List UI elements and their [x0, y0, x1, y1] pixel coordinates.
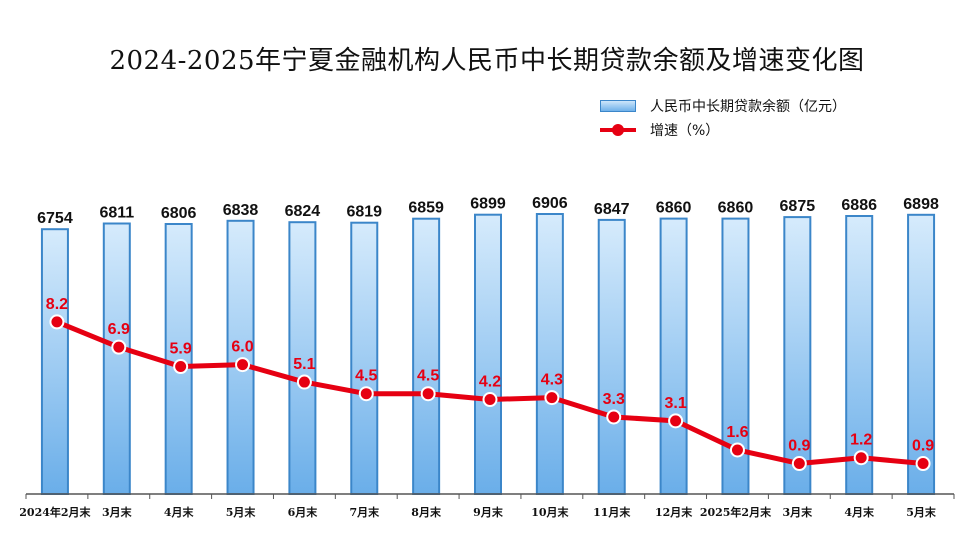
growth-value-label: 0.9	[788, 438, 810, 455]
growth-value-label: 5.1	[293, 356, 315, 373]
bar	[350, 221, 379, 495]
growth-value-label: 4.3	[541, 372, 563, 389]
growth-point	[358, 386, 374, 402]
x-tick-label: 4月末	[164, 505, 195, 519]
growth-point	[791, 456, 807, 472]
bar	[40, 228, 69, 495]
bar-value-label: 6806	[161, 205, 197, 222]
growth-point	[729, 442, 745, 458]
bar-value-label: 6906	[532, 195, 568, 212]
growth-point	[49, 314, 65, 330]
growth-value-label: 3.1	[664, 395, 686, 412]
growth-point	[544, 390, 560, 406]
legend-item-growth: 增速（%）	[600, 118, 846, 142]
growth-value-label: 5.9	[170, 341, 192, 358]
bar	[597, 218, 626, 495]
growth-point	[668, 413, 684, 429]
bar-value-label: 6875	[780, 198, 816, 215]
growth-value-label: 6.9	[108, 321, 130, 338]
bar-value-label: 6754	[37, 210, 73, 227]
bar-value-label: 6838	[223, 202, 259, 219]
x-tick-label: 12月末	[655, 505, 693, 519]
growth-value-label: 8.2	[46, 296, 68, 313]
bar	[907, 213, 936, 496]
x-tick-label: 5月末	[906, 505, 937, 519]
x-tick-label: 9月末	[473, 505, 504, 519]
x-tick-label: 3月末	[102, 505, 133, 519]
growth-point	[296, 374, 312, 390]
bar	[783, 216, 812, 495]
bar-value-label: 6847	[594, 201, 630, 218]
growth-point	[173, 359, 189, 375]
growth-point	[915, 456, 931, 472]
bar	[164, 223, 193, 495]
bar-value-label: 6898	[903, 196, 939, 213]
x-tick-label: 11月末	[593, 505, 631, 519]
growth-value-label: 6.0	[231, 339, 253, 356]
growth-point	[606, 409, 622, 425]
bar-value-label: 6859	[408, 200, 444, 217]
bar-value-label: 6886	[841, 197, 877, 214]
legend-label-balance: 人民币中长期贷款余额（亿元）	[650, 99, 846, 115]
bar	[659, 217, 688, 495]
x-tick-label: 6月末	[288, 505, 319, 519]
bar	[845, 215, 874, 495]
bar-value-label: 6860	[656, 200, 692, 217]
growth-value-label: 4.5	[355, 368, 377, 385]
x-tick-label: 2025年2月末	[700, 505, 772, 519]
legend-bar-swatch	[600, 100, 636, 112]
bar	[288, 221, 317, 495]
x-tick-label: 10月末	[531, 505, 569, 519]
bar-value-label: 6824	[285, 203, 321, 220]
bar	[102, 222, 131, 495]
growth-point	[235, 357, 251, 373]
growth-value-label: 0.9	[912, 438, 934, 455]
bar-value-label: 6899	[470, 196, 506, 213]
growth-value-label: 3.3	[603, 391, 625, 408]
growth-value-label: 4.2	[479, 374, 501, 391]
growth-point	[420, 386, 436, 402]
growth-value-label: 1.2	[850, 432, 872, 449]
growth-value-label: 4.5	[417, 368, 439, 385]
legend-line-swatch	[600, 124, 636, 136]
growth-value-label: 1.6	[726, 424, 748, 441]
legend-label-growth: 增速（%）	[650, 123, 720, 139]
x-tick-label: 4月末	[844, 505, 875, 519]
bar	[412, 217, 441, 495]
legend-item-balance: 人民币中长期贷款余额（亿元）	[600, 94, 846, 118]
bar-value-label: 6811	[99, 205, 134, 222]
bar	[474, 213, 502, 495]
bar-value-label: 6860	[718, 200, 754, 217]
bar-value-label: 6819	[346, 204, 382, 221]
x-tick-label: 8月末	[411, 505, 442, 519]
growth-point	[111, 339, 127, 355]
growth-point	[853, 450, 869, 466]
growth-point	[482, 392, 498, 408]
x-tick-label: 7月末	[349, 505, 380, 519]
x-tick-label: 5月末	[226, 505, 257, 519]
x-tick-label: 2024年2月末	[19, 505, 91, 519]
x-tick-label: 3月末	[783, 505, 814, 519]
chart-title: 2024-2025年宁夏金融机构人民币中长期贷款余额及增速变化图	[109, 46, 865, 76]
bar	[535, 213, 564, 495]
legend: 人民币中长期贷款余额（亿元） 增速（%）	[600, 94, 846, 142]
